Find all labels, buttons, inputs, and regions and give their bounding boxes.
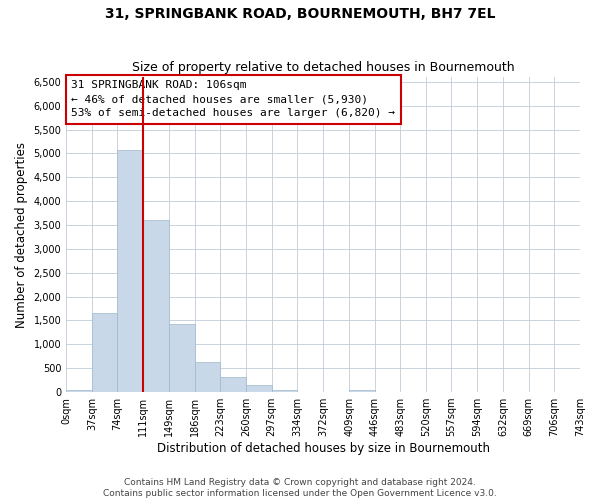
Text: 31 SPRINGBANK ROAD: 106sqm
← 46% of detached houses are smaller (5,930)
53% of s: 31 SPRINGBANK ROAD: 106sqm ← 46% of deta…	[71, 80, 395, 118]
Bar	[169, 324, 195, 392]
Bar	[118, 150, 143, 392]
Text: 31, SPRINGBANK ROAD, BOURNEMOUTH, BH7 7EL: 31, SPRINGBANK ROAD, BOURNEMOUTH, BH7 7E…	[105, 8, 495, 22]
Text: Contains HM Land Registry data © Crown copyright and database right 2024.
Contai: Contains HM Land Registry data © Crown c…	[103, 478, 497, 498]
Y-axis label: Number of detached properties: Number of detached properties	[15, 142, 28, 328]
Title: Size of property relative to detached houses in Bournemouth: Size of property relative to detached ho…	[132, 62, 514, 74]
X-axis label: Distribution of detached houses by size in Bournemouth: Distribution of detached houses by size …	[157, 442, 490, 455]
Bar	[246, 385, 272, 392]
Bar	[220, 378, 246, 392]
Bar	[66, 390, 92, 392]
Bar	[195, 362, 220, 392]
Bar	[272, 390, 297, 392]
Bar	[92, 314, 118, 392]
Bar	[143, 220, 169, 392]
Bar	[349, 390, 374, 392]
